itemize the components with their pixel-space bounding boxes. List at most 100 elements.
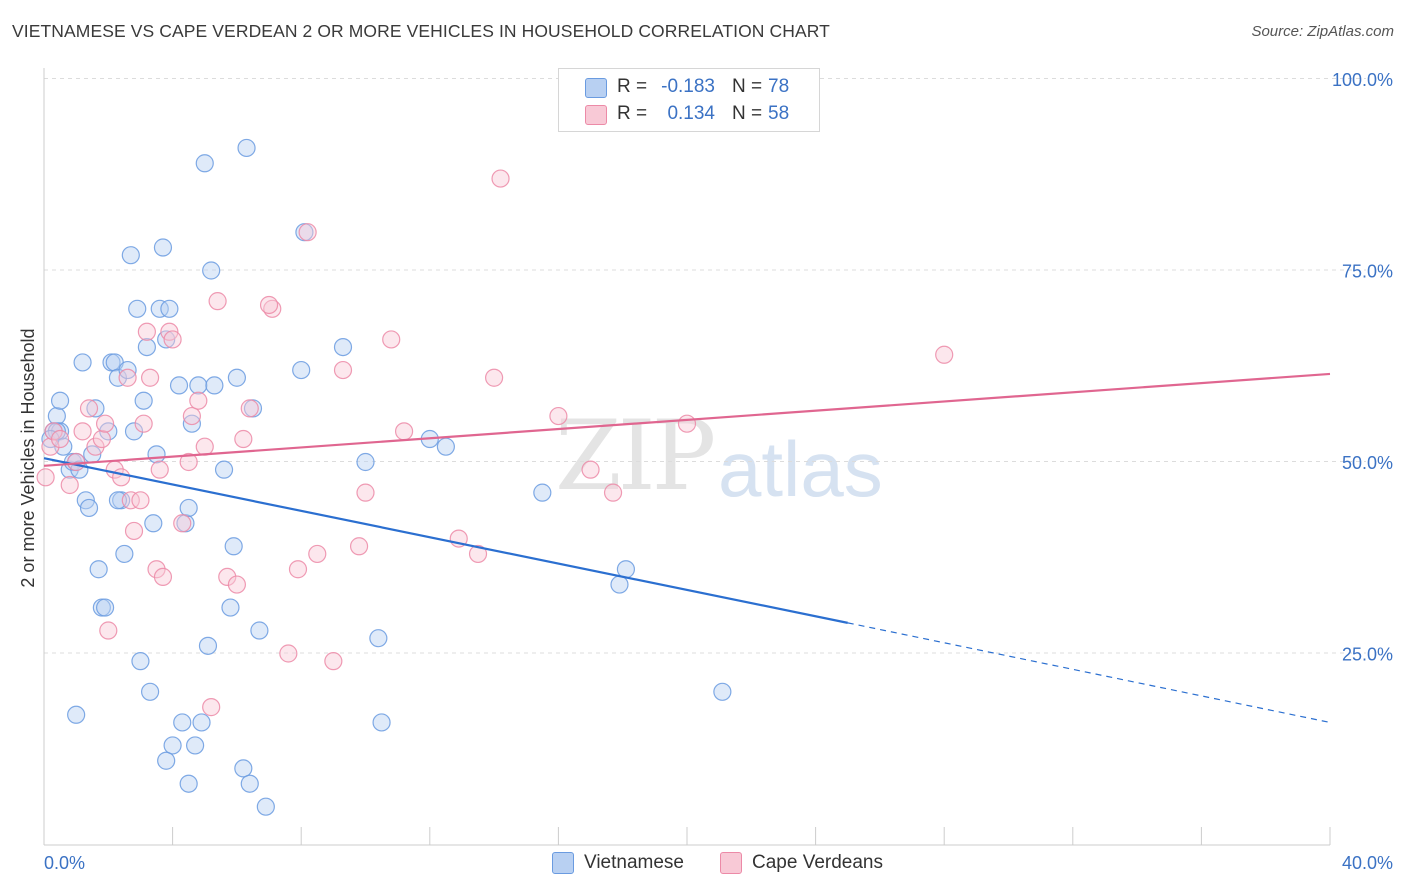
point-cape-verdeans bbox=[208, 292, 227, 311]
point-cape-verdeans bbox=[36, 468, 55, 487]
point-cape-verdeans bbox=[227, 575, 246, 594]
watermark-atlas: atlas bbox=[718, 425, 883, 513]
point-cape-verdeans bbox=[491, 169, 510, 188]
point-vietnamese bbox=[237, 138, 256, 158]
point-cape-verdeans bbox=[298, 223, 317, 242]
point-cape-verdeans bbox=[189, 391, 208, 410]
legend-n-value: 78 bbox=[768, 76, 790, 97]
point-vietnamese bbox=[137, 338, 156, 357]
point-vietnamese bbox=[195, 154, 214, 173]
point-vietnamese bbox=[250, 621, 269, 640]
point-cape-verdeans bbox=[677, 414, 697, 433]
point-cape-verdeans bbox=[131, 491, 150, 510]
point-vietnamese bbox=[227, 368, 246, 387]
point-vietnamese bbox=[131, 652, 150, 671]
point-cape-verdeans bbox=[140, 368, 160, 387]
point-vietnamese bbox=[234, 759, 253, 778]
point-vietnamese bbox=[221, 598, 240, 617]
chart-source: Source: ZipAtlas.com bbox=[1251, 23, 1394, 40]
point-cape-verdeans bbox=[202, 698, 221, 717]
point-cape-verdeans bbox=[150, 460, 169, 479]
point-cape-verdeans bbox=[382, 330, 401, 349]
point-cape-verdeans bbox=[218, 567, 237, 587]
point-vietnamese bbox=[169, 376, 189, 395]
trend-layer bbox=[43, 372, 1331, 724]
legend-r-value: -0.183 bbox=[661, 76, 715, 97]
point-vietnamese bbox=[150, 299, 169, 318]
point-vietnamese bbox=[108, 491, 128, 510]
point-vietnamese bbox=[157, 751, 176, 770]
point-vietnamese bbox=[163, 736, 182, 755]
bottom-legend-label-vietnamese: Vietnamese bbox=[584, 852, 684, 873]
point-cape-verdeans bbox=[356, 483, 375, 502]
point-vietnamese bbox=[121, 246, 140, 265]
point-vietnamese bbox=[86, 399, 105, 418]
point-vietnamese bbox=[224, 537, 243, 556]
point-cape-verdeans bbox=[234, 429, 253, 449]
point-cape-verdeans bbox=[79, 399, 99, 418]
point-cape-verdeans bbox=[121, 491, 140, 510]
point-cape-verdeans bbox=[112, 468, 131, 487]
point-cape-verdeans bbox=[153, 567, 173, 587]
point-vietnamese bbox=[128, 299, 147, 318]
point-vietnamese bbox=[115, 544, 134, 564]
point-vietnamese bbox=[198, 636, 218, 655]
point-vietnamese bbox=[179, 774, 198, 793]
point-cape-verdeans bbox=[92, 429, 111, 449]
point-vietnamese bbox=[140, 682, 160, 701]
point-vietnamese bbox=[50, 391, 70, 410]
point-vietnamese bbox=[292, 360, 311, 380]
legend-n-label: N = bbox=[732, 103, 763, 124]
point-cape-verdeans bbox=[935, 345, 954, 364]
y-axis-title: 2 or more Vehicles in Household bbox=[18, 328, 38, 587]
point-vietnamese bbox=[144, 514, 163, 533]
bottom-legend-swatch-cape-verdeans bbox=[720, 852, 742, 874]
chart-title: VIETNAMESE VS CAPE VERDEAN 2 OR MORE VEH… bbox=[12, 21, 830, 41]
point-vietnamese bbox=[182, 414, 201, 433]
point-vietnamese bbox=[108, 368, 128, 387]
point-cape-verdeans bbox=[67, 452, 86, 472]
point-vietnamese bbox=[205, 376, 224, 395]
point-vietnamese bbox=[713, 682, 732, 701]
point-cape-verdeans bbox=[195, 437, 214, 456]
point-vietnamese bbox=[124, 422, 144, 441]
point-cape-verdeans bbox=[95, 414, 115, 433]
legend-n-value: 58 bbox=[768, 103, 790, 124]
point-cape-verdeans bbox=[603, 483, 623, 502]
point-vietnamese bbox=[186, 736, 205, 755]
point-vietnamese bbox=[356, 452, 375, 472]
point-vietnamese bbox=[192, 713, 211, 732]
y-tick-label: 100.0% bbox=[1332, 70, 1393, 90]
point-cape-verdeans bbox=[173, 514, 192, 533]
trendline-cape-verdeans bbox=[43, 372, 1331, 467]
axis-layer bbox=[43, 68, 1331, 846]
point-vietnamese bbox=[214, 460, 234, 479]
point-vietnamese bbox=[47, 406, 66, 426]
point-cape-verdeans bbox=[73, 422, 92, 441]
point-cape-verdeans bbox=[349, 537, 369, 556]
point-cape-verdeans bbox=[485, 368, 504, 387]
y-tick-label: 75.0% bbox=[1342, 262, 1393, 282]
legend-r-value: 0.134 bbox=[667, 103, 715, 124]
legend-row-cape-verdeans: R = 0.134 N = 58 bbox=[559, 102, 819, 128]
point-cape-verdeans bbox=[60, 475, 79, 495]
point-vietnamese bbox=[67, 705, 86, 724]
bottom-legend-swatch-vietnamese bbox=[552, 852, 574, 874]
point-vietnamese bbox=[73, 353, 92, 372]
legend-r-label: R = bbox=[617, 76, 648, 97]
grid-layer bbox=[44, 78, 1366, 654]
stats-legend: R = -0.183 N = 78 R = 0.134 N = 58 bbox=[558, 68, 820, 132]
legend-n-label: N = bbox=[732, 76, 763, 97]
point-cape-verdeans bbox=[549, 406, 568, 426]
point-cape-verdeans bbox=[333, 360, 353, 380]
point-cape-verdeans bbox=[118, 368, 137, 387]
legend-swatch-vietnamese bbox=[585, 78, 607, 98]
point-cape-verdeans bbox=[163, 330, 182, 349]
point-cape-verdeans bbox=[99, 621, 118, 640]
point-cape-verdeans bbox=[308, 544, 327, 564]
points-layer bbox=[36, 138, 954, 816]
point-vietnamese bbox=[436, 437, 455, 456]
point-cape-verdeans bbox=[581, 460, 600, 479]
point-cape-verdeans bbox=[394, 422, 414, 441]
